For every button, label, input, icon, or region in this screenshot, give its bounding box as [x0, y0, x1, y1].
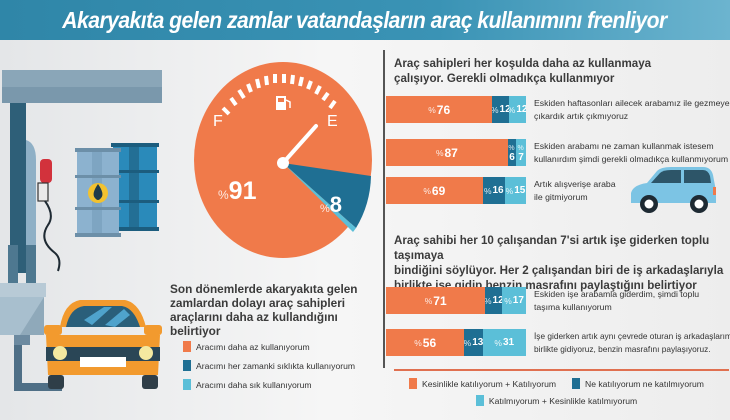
gauge-caption: Son dönemlerde akaryakıta gelen zamlarda… [170, 282, 358, 338]
legend-swatch-orange [409, 378, 418, 389]
gauge-empty-label: E [327, 113, 338, 130]
stacked-bar: % 87 % 6 % 7 [386, 139, 526, 166]
bar-seg-neutral: %12 [485, 287, 503, 314]
section2-title: Araç sahibi her 10 çalışandan 7'si artık… [394, 234, 724, 292]
legend-swatch-light-blue [475, 395, 484, 406]
bar-seg-agree: % 76 [386, 96, 493, 123]
legend-divider [394, 369, 729, 371]
gauge-slice-more [283, 163, 356, 232]
bar-label: Artık alışverişe araba ile gitmiyorum [534, 179, 616, 202]
bar-seg-agree: % 71 [386, 287, 486, 314]
car-front-illustration [44, 300, 162, 389]
bar-row: % 87 % 6 % 7 Eskiden arabamı ne zaman kulla… [386, 139, 730, 166]
bar-seg-neutral: % 13 [464, 329, 483, 356]
page-title: Akaryakıta gelen zamlar vatandaşların ar… [62, 6, 668, 33]
car-side-illustration [631, 167, 716, 213]
stacked-bar: %76 %12 %12 [386, 96, 526, 123]
legend-item-more: Aracımı daha sık kullanıyorum [183, 375, 355, 394]
gauge-main-value: %91 [218, 177, 257, 205]
title-bar: Akaryakıta gelen zamlar vatandaşların ar… [0, 0, 730, 40]
bar-row: % 56 % 13 % 31 İşe giderken artık aynı çevr… [386, 329, 730, 356]
fuel-gauge-chart [194, 62, 372, 258]
bar-label: Eskiden haftasonları ailecek arabamız il… [534, 98, 730, 121]
panel-border [383, 50, 385, 368]
bar-seg-agree: % 69 [386, 177, 483, 204]
bar-seg-neutral: %12 [492, 96, 510, 123]
bar-seg-disagree: % 15 [504, 177, 526, 204]
stacked-bar: % 56 % 13 % 31 [386, 329, 526, 356]
gauge-slice-same [283, 163, 371, 228]
bar-seg-neutral: % 16 [482, 177, 505, 204]
fuel-station-illustration [0, 70, 162, 391]
survey-panel: Araç sahipleri her koşulda daha az kulla… [383, 50, 730, 415]
legend-item-same: Aracımı her zamanki sıklıkta kullanıyoru… [183, 356, 355, 375]
legend-swatch-light-blue [183, 379, 191, 390]
legend-swatch-orange [183, 341, 191, 352]
section1-title: Araç sahipleri her koşulda daha az kulla… [394, 57, 652, 85]
bar-seg-disagree: %12 [509, 96, 526, 123]
bar-seg-disagree: % 31 [482, 329, 526, 356]
bar-seg-disagree: % 17 [502, 287, 526, 314]
fuel-pump-illustration [0, 70, 162, 391]
legend-swatch-dark-blue [183, 360, 191, 371]
gauge-secondary-value: %8 [320, 192, 343, 217]
gauge-ticks [221, 74, 337, 116]
gauge-full-label: F [213, 113, 223, 130]
legend-item-agree: Kesinlikle katılıyorum + Katılıyorum [409, 378, 556, 389]
fuel-pump-icon [276, 96, 291, 110]
bar-label: Eskiden arabamı ne zaman kullanmak istes… [534, 141, 729, 164]
stacked-bar: %71 %12 %17 [386, 287, 526, 314]
gauge-needle [281, 124, 318, 165]
legend-item-neutral: Ne katılıyorum ne katılmıyorum [572, 378, 704, 389]
survey-legend: Kesinlikle katılıyorum + Katılıyorum Ne … [383, 375, 730, 409]
bar-seg-neutral: % 6 [507, 139, 517, 166]
gauge-legend: Aracımı daha az kullanıyorum Aracımı her… [183, 337, 355, 394]
stacked-bar: % 69 % 16 % 15 [386, 177, 526, 204]
oil-barrel-illustration [75, 143, 159, 237]
bar-seg-agree: % 56 [386, 329, 465, 356]
legend-item-less: Aracımı daha az kullanıyorum [183, 337, 355, 356]
bar-row: %76 %12 %12 Eskiden haftasonları ailecek… [386, 96, 730, 123]
bar-row: %71 %12 %17 Eskiden işe arabamla giderdi… [386, 287, 724, 314]
legend-swatch-dark-blue [572, 378, 581, 389]
legend-item-disagree: Katılmıyorum + Kesinlikle katılmıyorum [475, 395, 637, 406]
bar-seg-agree: % 87 [386, 139, 508, 166]
bar-label: İşe giderken artık aynı çevrede oturan i… [534, 331, 730, 354]
bar-row: % 69 % 16 % 15 Artık alışverişe araba ile g… [386, 177, 624, 204]
bar-seg-disagree: % 7 [516, 139, 526, 166]
bar-label: Eskiden işe arabamla giderdim, şimdi top… [534, 289, 700, 312]
